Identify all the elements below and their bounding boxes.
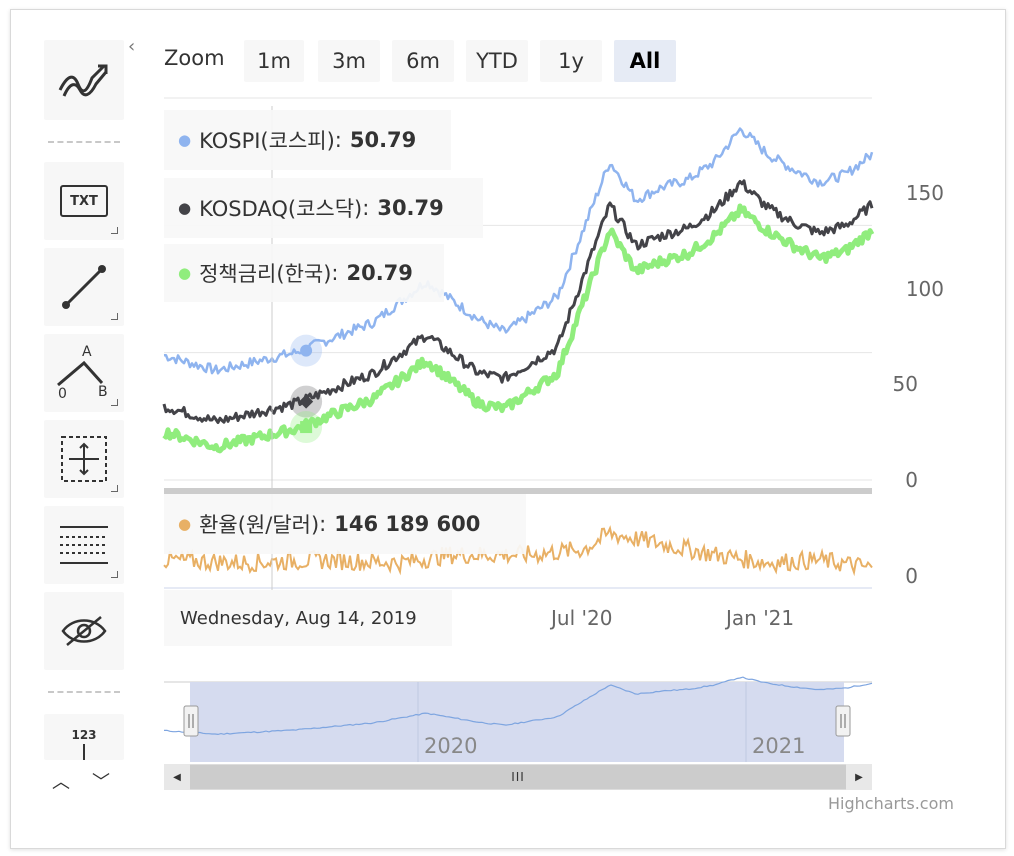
tooltip-policy-rate: ● 정책금리(한국): 20.79	[164, 244, 444, 302]
toolbar-separator	[48, 691, 120, 693]
text-annotation-icon: TXT	[60, 185, 108, 217]
zoom-3m-button[interactable]: 3m	[318, 40, 380, 82]
credits-link[interactable]: Highcharts.com	[828, 794, 954, 813]
line-tool-button[interactable]	[44, 248, 124, 326]
navigator-right-handle[interactable]	[835, 705, 851, 737]
tooltip-series-name: KOSPI(코스피)	[199, 129, 335, 153]
tooltip-series-name: 정책금리(한국)	[199, 262, 332, 286]
tooltip-series-name: 환율(원/달러)	[199, 513, 320, 537]
navigator-series	[163, 676, 873, 736]
toolbar-collapse-arrow[interactable]: ‹	[128, 36, 136, 57]
scrollbar-left-arrow[interactable]: ◀	[164, 764, 190, 790]
submenu-corner-icon	[111, 227, 118, 234]
tooltip-date-text: Wednesday, Aug 14, 2019	[180, 607, 417, 629]
left-arrow-icon: ◀	[173, 771, 181, 783]
zoom-1m-button[interactable]: 1m	[244, 40, 304, 82]
zoom-1y-button[interactable]: 1y	[540, 40, 602, 82]
tooltip-series-value: 146 189 600	[334, 512, 481, 536]
counter-tick-icon	[83, 744, 85, 760]
tooltip-series-value: 50.79	[349, 128, 417, 152]
x-tick-label: Jul '20	[551, 606, 613, 630]
y-tick-label: 50	[892, 372, 918, 396]
scroll-down-icon[interactable]: ﹀	[92, 772, 110, 793]
series-line-3[interactable]	[162, 203, 875, 454]
navigator-label: 2021	[752, 734, 806, 758]
scroll-up-icon[interactable]: ︿	[52, 772, 70, 793]
tooltip-series-value: 20.79	[346, 261, 413, 285]
zoom-6m-button[interactable]: 6m	[392, 40, 454, 82]
chart-type-button[interactable]	[44, 506, 124, 584]
x-tick-label: Jan '21	[726, 606, 795, 630]
hover-marker	[300, 344, 313, 357]
toggle-annotations-button[interactable]	[44, 592, 124, 670]
tooltip-series-value: 30.79	[377, 196, 444, 220]
toolbar-separator	[48, 141, 120, 143]
series-dot-icon: ●	[178, 264, 192, 282]
current-price-indicator-button[interactable]: 123	[44, 714, 124, 760]
tooltip-exchange-rate: ● 환율(원/달러): 146 189 600	[164, 494, 526, 554]
scrollbar-grip-icon: III	[511, 770, 525, 784]
tooltip-series-name: KOSDAQ(코스닥)	[199, 197, 363, 221]
text-icon-label: TXT	[70, 193, 98, 209]
zoom-ytd-button[interactable]: YTD	[466, 40, 528, 82]
move-select-icon	[61, 436, 107, 482]
series-line-1[interactable]	[163, 127, 874, 375]
annotation-text-button[interactable]: TXT	[44, 162, 124, 240]
scrollbar-right-arrow[interactable]: ▶	[846, 764, 872, 790]
navigator-label: 2020	[424, 734, 478, 758]
tooltip-kospi: ● KOSPI(코스피): 50.79	[164, 110, 451, 170]
series-dot-icon: ●	[178, 199, 192, 217]
eye-hidden-icon	[61, 616, 107, 646]
hover-marker	[299, 394, 314, 409]
series-line-2[interactable]	[162, 179, 874, 424]
pane-divider[interactable]	[164, 488, 872, 494]
submenu-corner-icon	[111, 399, 118, 406]
submenu-corner-icon	[111, 313, 118, 320]
navigator-left-handle[interactable]	[183, 705, 199, 737]
series-dot-icon: ●	[178, 131, 192, 149]
hover-marker	[300, 421, 313, 434]
measure-label-0: 0	[58, 386, 67, 402]
y-tick-label-lower: 0	[905, 564, 918, 588]
navigator-mask[interactable]	[190, 682, 844, 762]
measure-label-b: B	[98, 384, 108, 400]
y-tick-label: 100	[905, 277, 944, 301]
line-icon	[62, 265, 106, 309]
indicators-button[interactable]	[44, 40, 124, 120]
fibonacci-measure-icon	[57, 360, 104, 387]
measure-tool-button[interactable]: A 0 B	[44, 334, 124, 412]
tooltip-kosdaq: ● KOSDAQ(코스닥): 30.79	[164, 178, 483, 238]
tooltip-date: Wednesday, Aug 14, 2019	[164, 590, 452, 646]
series-dot-icon: ●	[178, 515, 192, 533]
zoom-label: Zoom	[164, 46, 225, 70]
submenu-corner-icon	[111, 571, 118, 578]
y-tick-label: 150	[905, 181, 944, 205]
indicators-icon	[58, 64, 108, 97]
counter-label: 123	[71, 728, 97, 742]
pan-zoom-button[interactable]	[44, 420, 124, 498]
zoom-all-button[interactable]: All	[614, 40, 676, 82]
submenu-corner-icon	[111, 485, 118, 492]
measure-label-a: A	[82, 344, 92, 360]
right-arrow-icon: ▶	[855, 771, 863, 783]
scrollbar-thumb[interactable]: III	[190, 765, 846, 789]
y-tick-label: 0	[905, 468, 918, 492]
horizontal-lines-icon	[60, 526, 108, 564]
